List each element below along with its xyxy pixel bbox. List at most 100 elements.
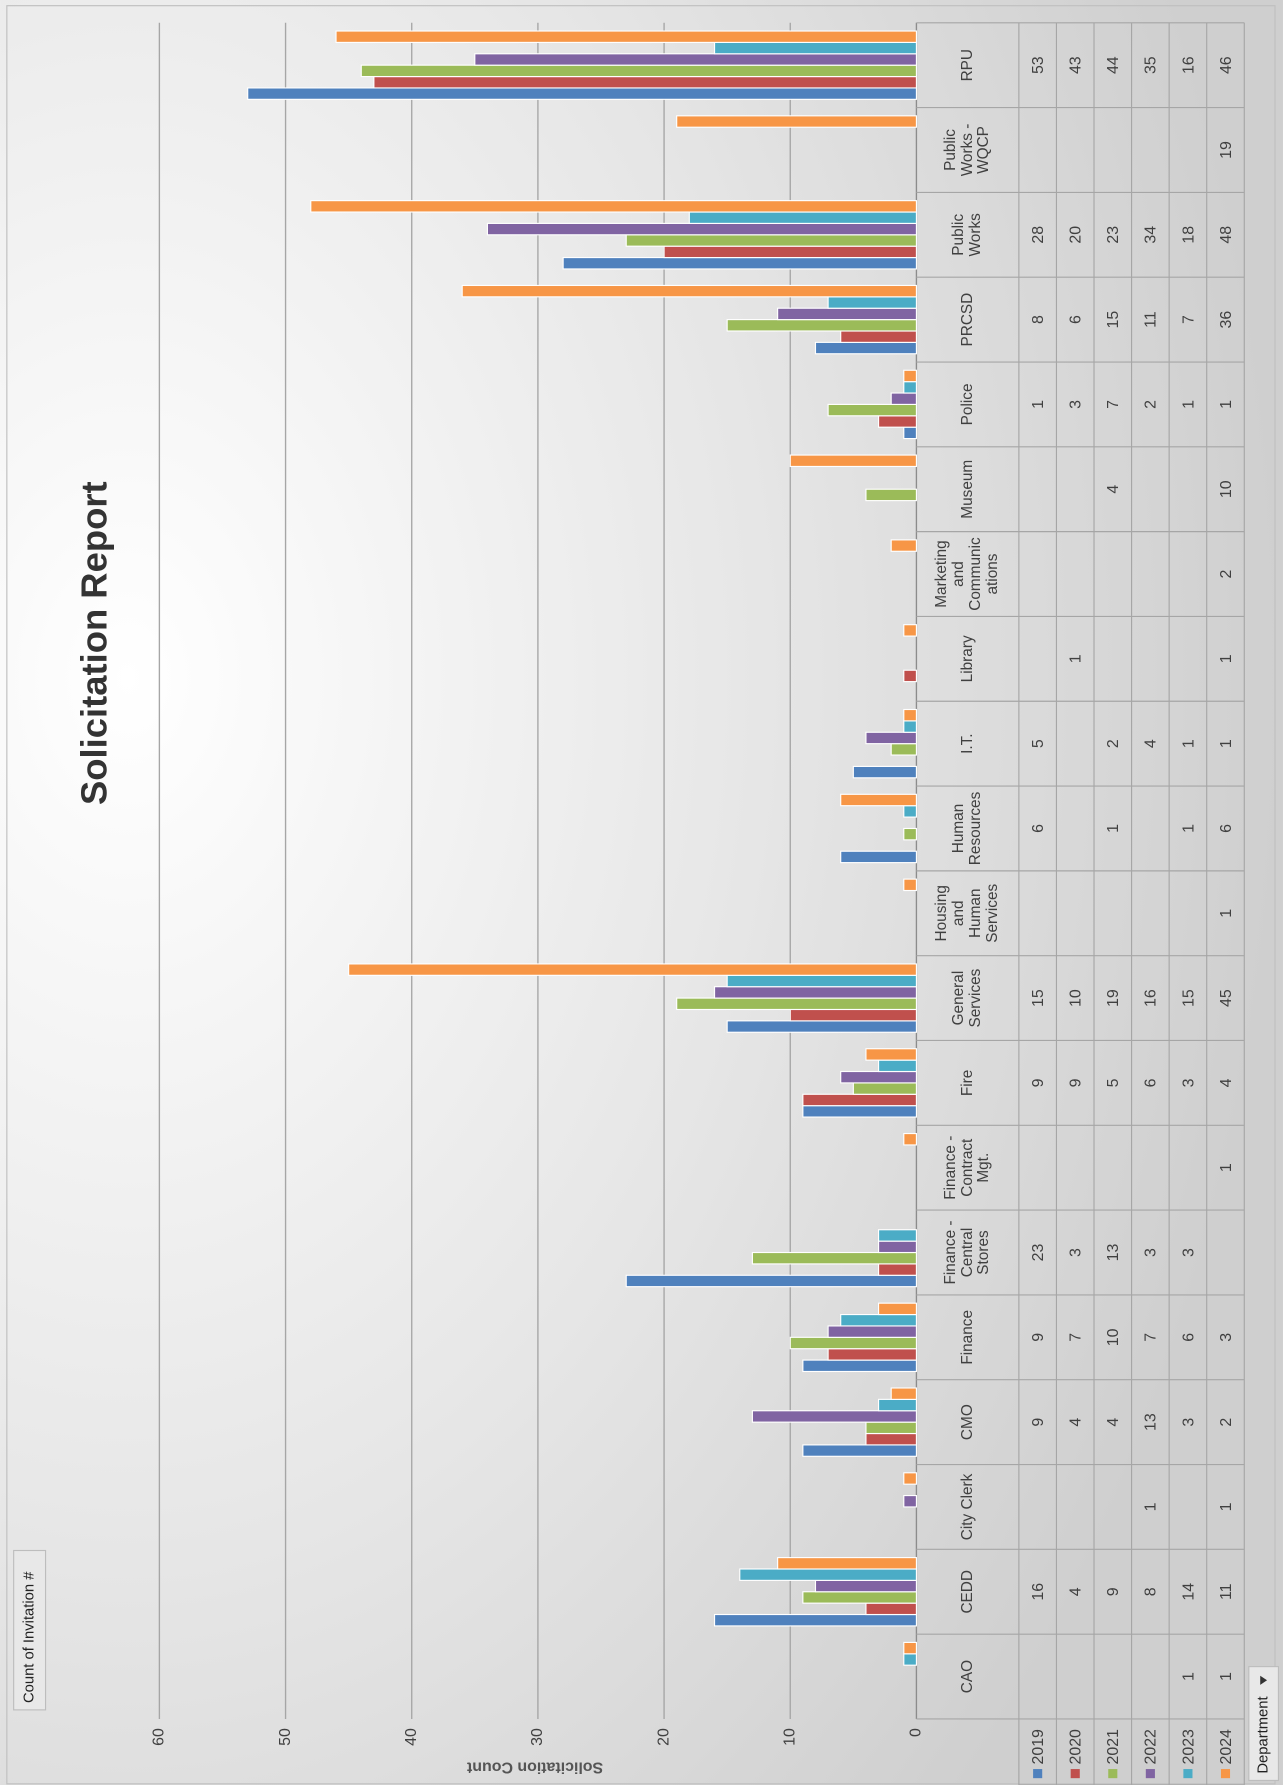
- bar: [890, 1387, 917, 1400]
- axis-field-button[interactable]: [1248, 1666, 1280, 1782]
- bar: [890, 539, 917, 552]
- legend-swatch: [1145, 1769, 1155, 1779]
- table-value: 1: [1218, 909, 1235, 918]
- bar: [903, 1641, 917, 1655]
- bar: [903, 1472, 917, 1485]
- table-value: 1: [1180, 1672, 1197, 1681]
- category-label: Marketing and Communications: [932, 537, 1001, 611]
- table-value: 6: [1143, 1078, 1160, 1087]
- table-value: 1: [1218, 1163, 1235, 1172]
- table-value: 2: [1218, 1418, 1235, 1427]
- bar: [486, 222, 917, 236]
- table-value: 18: [1180, 226, 1197, 244]
- category-label: Finance - Central Stores: [941, 1220, 993, 1285]
- legend-label: 2023: [1180, 1729, 1197, 1765]
- category-label-box: CAO: [958, 1660, 975, 1693]
- bar: [726, 1020, 917, 1033]
- table-value: 11: [1218, 1583, 1235, 1600]
- y-axis-title: Solicitation Count: [466, 1759, 603, 1776]
- table-value: 4: [1068, 1587, 1085, 1596]
- bar: [247, 87, 917, 100]
- bar: [676, 115, 917, 128]
- table-value: 13: [1105, 1244, 1122, 1262]
- bar: [461, 284, 917, 298]
- bar: [827, 1348, 917, 1361]
- bar: [865, 488, 917, 502]
- table-value: 48: [1218, 226, 1235, 244]
- table-value: 9: [1030, 1333, 1047, 1342]
- legend-label: 2019: [1030, 1729, 1047, 1765]
- table-value: 16: [1030, 1583, 1047, 1601]
- bar: [474, 53, 917, 66]
- table-value: 44: [1105, 56, 1122, 74]
- table-value: 23: [1105, 226, 1122, 244]
- value-field-button-label[interactable]: Count of Invitation #: [22, 1571, 38, 1703]
- category-label: Finance: [958, 1309, 976, 1365]
- table-value: 1: [1105, 824, 1122, 833]
- legend-label: 2024: [1218, 1729, 1235, 1765]
- chart-title: Solicitation Report: [73, 481, 114, 805]
- table-value: 36: [1218, 311, 1235, 329]
- table-value: 3: [1068, 400, 1085, 409]
- category-label-box: Public Works - WQCP: [941, 124, 992, 177]
- bar: [360, 64, 917, 78]
- value-field-button[interactable]: [13, 1549, 47, 1711]
- category-label-box: Police: [958, 383, 975, 425]
- bar: [903, 708, 917, 722]
- table-value: 14: [1180, 1583, 1197, 1601]
- legend-label: 2022: [1143, 1729, 1160, 1765]
- table-value: 46: [1218, 56, 1235, 74]
- bar: [827, 1325, 917, 1338]
- bar: [878, 1398, 917, 1412]
- table-value: 1: [1218, 1502, 1235, 1511]
- axis-field-button-label[interactable]: Department: [1256, 1696, 1272, 1773]
- bar: [878, 1302, 917, 1316]
- category-label-box: Human Resources: [949, 791, 984, 866]
- category-label: Fire: [958, 1069, 976, 1097]
- bar: [739, 1568, 917, 1581]
- category-label-box: Finance - Contract Mgt.: [941, 1136, 992, 1200]
- category-label: Museum: [958, 459, 976, 519]
- table-value: 3: [1218, 1333, 1235, 1342]
- category-label: Human Resources: [949, 791, 984, 866]
- table-value: 10: [1218, 480, 1235, 498]
- category-label-box: General Services: [950, 969, 984, 1028]
- bar: [878, 1263, 917, 1276]
- table-value: 13: [1143, 1413, 1160, 1431]
- category-label-box: Housing and Human Services: [933, 884, 1001, 943]
- category-label-box: CEDD: [958, 1570, 975, 1614]
- table-value: 1: [1180, 739, 1197, 748]
- bar: [789, 454, 917, 468]
- table-value: 19: [1105, 989, 1122, 1007]
- dropdown-arrow[interactable]: [1260, 1675, 1268, 1685]
- y-tick-label: 10: [781, 1728, 798, 1746]
- bar: [903, 878, 917, 892]
- bar: [878, 1059, 917, 1073]
- table-value: 6: [1068, 315, 1085, 324]
- table-value: 4: [1105, 1418, 1122, 1427]
- table-value: 2: [1143, 400, 1160, 409]
- legend-swatch: [1183, 1769, 1193, 1779]
- bar: [903, 426, 917, 440]
- table-value: 8: [1143, 1587, 1160, 1596]
- legend-swatch: [1220, 1769, 1231, 1779]
- table-value: 15: [1030, 989, 1047, 1007]
- category-label: RPU: [958, 48, 976, 82]
- category-label-box: I.T.: [958, 733, 975, 754]
- bar: [751, 1251, 917, 1265]
- table-value: 6: [1180, 1333, 1197, 1342]
- table-value: 3: [1180, 1248, 1197, 1257]
- bar: [625, 1274, 917, 1288]
- bar: [827, 403, 917, 417]
- table-value: 3: [1068, 1248, 1085, 1257]
- bar: [865, 1048, 917, 1061]
- legend-swatch: [1070, 1769, 1080, 1779]
- table-value: 3: [1143, 1248, 1160, 1257]
- table-value: 1: [1030, 400, 1047, 409]
- bar: [789, 1008, 917, 1022]
- bar: [827, 296, 917, 309]
- y-tick-label: 40: [403, 1728, 420, 1746]
- bar: [335, 30, 917, 43]
- bar: [562, 256, 917, 270]
